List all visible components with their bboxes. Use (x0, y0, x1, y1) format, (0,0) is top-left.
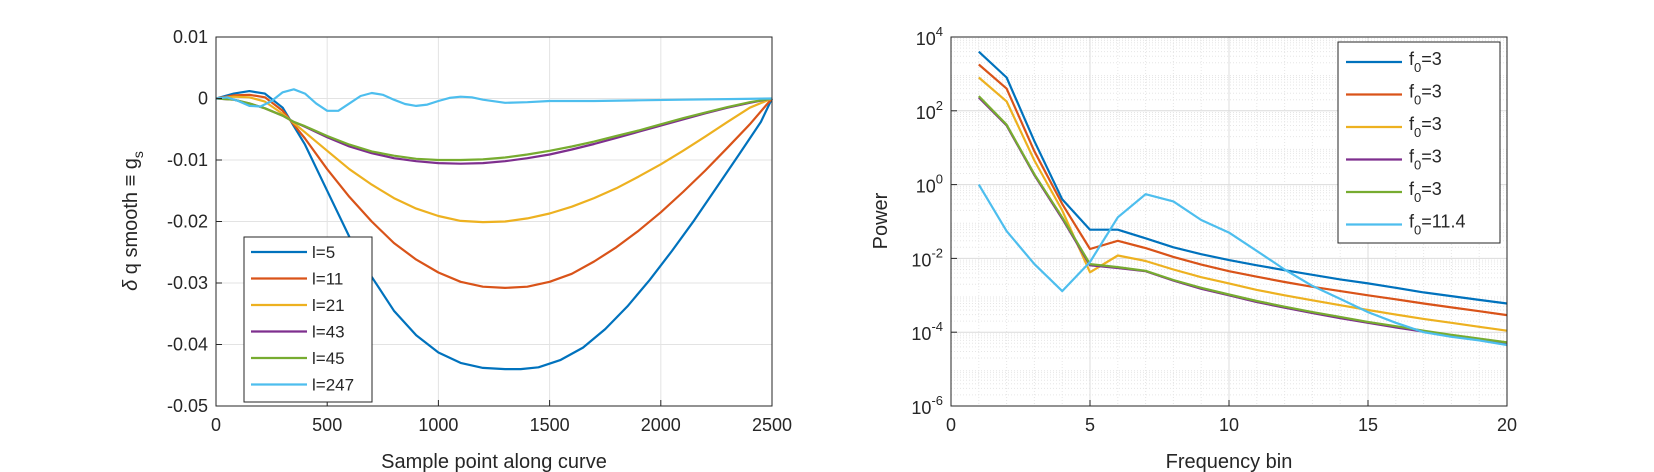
left-chart: 0 500 1000 1500 2000 2500 0.01 0 -0.01 -0.02 -0.03… (120, 27, 792, 472)
right-x-tick-label: 0 (946, 415, 956, 435)
right-legend-label: f0=3 (1409, 114, 1442, 140)
right-y-tick-base: 10 (916, 103, 936, 123)
right-series-line-1 (978, 63, 1508, 317)
right-legend-label: f0=3 (1409, 49, 1442, 75)
legend-label-rest: =11.4 (1421, 212, 1465, 232)
right-x-tick-label: 15 (1358, 415, 1378, 435)
right-series-line-0 (978, 50, 1508, 305)
left-series-line-l=247 (215, 88, 773, 112)
legend-label-main: f (1409, 114, 1415, 134)
right-y-tick-label: 100 (916, 172, 943, 197)
right-y-tick-exponent: 0 (936, 172, 943, 187)
right-y-tick-label: 102 (916, 98, 943, 123)
right-series-line-5 (977, 184, 1508, 347)
left-series (215, 88, 773, 371)
left-ticks: 0 500 1000 1500 2000 2500 0.01 0 -0.01 -0.02 -0.03… (167, 27, 792, 435)
left-x-tick-label: 2500 (752, 415, 792, 435)
right-legend: f0=3f0=3f0=3f0=3f0=3f0=11.4 (1337, 41, 1501, 244)
right-x-tick-label: 10 (1219, 415, 1239, 435)
left-x-axis-label: Sample point along curve (381, 451, 607, 472)
left-legend-label: l=45 (312, 349, 345, 368)
legend-label-rest: =3 (1421, 179, 1442, 199)
legend-label-subscript: 0 (1414, 190, 1421, 205)
left-y-tick-label: -0.04 (167, 335, 208, 355)
legend-label-rest: =3 (1421, 82, 1442, 102)
legend-label-rest: =3 (1421, 114, 1442, 134)
right-y-tick-base: 10 (916, 177, 936, 197)
right-legend-label: f0=11.4 (1409, 212, 1465, 238)
right-legend-label: f0=3 (1409, 179, 1442, 205)
right-y-tick-label: 10-4 (911, 319, 943, 344)
legend-label-main: f (1409, 212, 1415, 232)
right-y-tick-base: 10 (911, 324, 931, 344)
right-x-tick-label: 5 (1085, 415, 1095, 435)
left-legend-label: l=21 (312, 296, 345, 315)
right-y-tick-base: 10 (916, 29, 936, 49)
right-y-tick-exponent: -2 (931, 245, 943, 260)
left-y-tick-label: -0.05 (167, 396, 208, 416)
left-y-axis-label: δ q smooth ≡ gs (120, 151, 146, 291)
legend-label-main: f (1409, 179, 1415, 199)
left-legend-label: l=11 (312, 270, 343, 289)
left-y-tick-label: -0.01 (167, 150, 208, 170)
right-y-tick-label: 10-6 (911, 393, 943, 418)
left-legend-box (243, 236, 373, 403)
legend-label-main: f (1409, 147, 1415, 167)
left-y-tick-label: 0.01 (173, 27, 208, 47)
legend-label-subscript: 0 (1414, 158, 1421, 173)
left-x-tick-label: 500 (312, 415, 342, 435)
left-x-tick-label: 1000 (418, 415, 458, 435)
right-x-tick-label: 20 (1497, 415, 1517, 435)
legend-label-rest: =3 (1421, 49, 1442, 69)
right-y-tick-base: 10 (911, 398, 931, 418)
right-y-tick-label: 10-2 (911, 245, 943, 270)
left-x-tick-label: 1500 (530, 415, 570, 435)
left-legend-label: l=247 (312, 376, 354, 395)
left-x-tick-label: 0 (211, 415, 221, 435)
right-legend-label: f0=3 (1409, 82, 1442, 108)
right-series (977, 50, 1508, 347)
legend-label-main: f (1409, 49, 1415, 69)
legend-label-subscript: 0 (1414, 125, 1421, 140)
right-y-tick-base: 10 (911, 250, 931, 270)
right-x-axis-label: Frequency bin (1166, 451, 1293, 472)
left-legend: l=5 l=11 l=21 l=43 l=45 l=247 (243, 236, 373, 403)
legend-label-subscript: 0 (1414, 93, 1421, 108)
legend-label-subscript: 0 (1414, 60, 1421, 75)
legend-label-subscript: 0 (1414, 223, 1421, 238)
right-series-line-2 (978, 76, 1508, 332)
left-y-tick-label: -0.03 (167, 273, 208, 293)
left-y-tick-label: 0 (198, 89, 208, 109)
right-y-tick-exponent: 2 (936, 98, 943, 113)
right-y-tick-exponent: 4 (936, 24, 943, 39)
left-y-tick-label: -0.02 (167, 212, 208, 232)
left-series-line-l=45 (215, 97, 773, 162)
right-legend-box (1337, 41, 1501, 244)
legend-label-main: f (1409, 82, 1415, 102)
right-legend-label: f0=3 (1409, 147, 1442, 173)
legend-label-rest: =3 (1421, 147, 1442, 167)
left-x-tick-label: 2000 (641, 415, 681, 435)
left-legend-label: l=5 (312, 243, 335, 262)
right-y-axis-label: Power (870, 192, 892, 249)
right-y-tick-exponent: -4 (931, 319, 943, 334)
right-y-tick-label: 104 (916, 24, 943, 49)
left-legend-label: l=43 (312, 323, 345, 342)
right-y-tick-exponent: -6 (931, 393, 943, 408)
